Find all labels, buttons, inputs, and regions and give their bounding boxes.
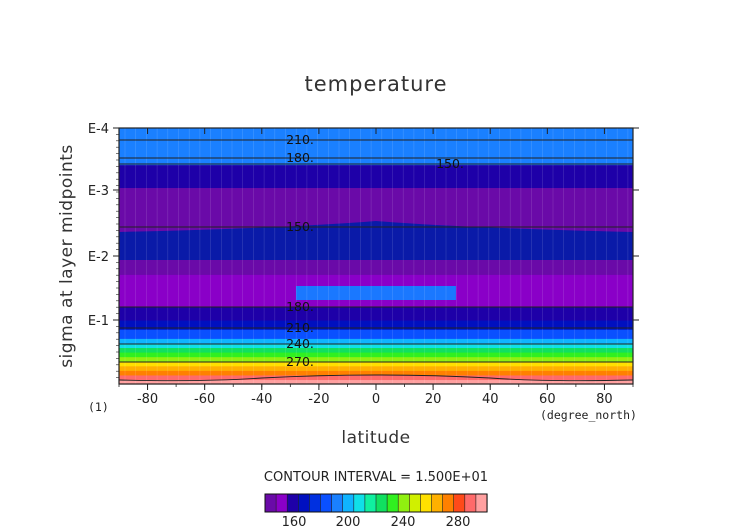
colorbar-swatch	[275, 493, 288, 513]
x-tick-label: -40	[251, 392, 272, 407]
y-tick-label: E-3	[88, 184, 109, 199]
x-tick-label: 40	[482, 392, 499, 407]
colorbar-swatch	[297, 493, 310, 513]
y-tick-label: E-2	[88, 250, 109, 265]
colorbar-tick-label: 280	[446, 515, 471, 530]
heatmap-band	[119, 128, 633, 166]
contour-label: 210.	[286, 320, 314, 335]
heatmap-band	[119, 347, 633, 353]
y-axis-label: sigma at layer midpoints	[57, 144, 77, 368]
x-tick-label: 0	[372, 392, 380, 407]
heatmap-band	[119, 320, 633, 330]
colorbar	[264, 493, 488, 513]
colorbar-swatch	[442, 493, 455, 513]
colorbar-swatch	[475, 493, 488, 513]
x-tick-label: 60	[539, 392, 556, 407]
colorbar-swatch	[375, 493, 388, 513]
heatmap-band	[119, 374, 633, 381]
colorbar-swatch	[264, 493, 277, 513]
x-axis-unit: (degree_north)	[540, 408, 637, 422]
heatmap-feature	[119, 221, 633, 260]
chart-title: temperature	[305, 72, 448, 96]
heatmap-feature	[296, 286, 456, 300]
colorbar-swatch	[331, 493, 344, 513]
x-tick-label: 20	[425, 392, 442, 407]
heatmap-band	[119, 361, 633, 367]
colorbar-swatch	[364, 493, 377, 513]
contour-label: 180.	[286, 299, 314, 314]
heatmap-band	[119, 342, 633, 349]
contour-label: 210.	[286, 132, 314, 147]
heatmap-band	[119, 338, 633, 344]
heatmap-band	[119, 356, 633, 362]
heatmap-band	[119, 370, 633, 376]
contour-label: 150.	[436, 156, 464, 171]
y-axis-multiplier: (1)	[88, 400, 109, 414]
x-tick-label: 80	[596, 392, 613, 407]
colorbar-swatch	[464, 493, 477, 513]
contour-interval-text: CONTOUR INTERVAL = 1.500E+01	[264, 470, 488, 485]
heatmap-band	[119, 379, 633, 385]
colorbar-tick-label: 200	[336, 515, 361, 530]
colorbar-tick-label: 160	[282, 515, 307, 530]
heatmap-band	[119, 329, 633, 339]
colorbar-swatch	[309, 493, 322, 513]
x-tick-label: -60	[194, 392, 215, 407]
heatmap-band	[119, 164, 633, 189]
colorbar-swatch	[342, 493, 355, 513]
contour-line	[118, 374, 634, 382]
colorbar-swatch	[420, 493, 433, 513]
contour-label: 150.	[286, 219, 314, 234]
contour-label: 240.	[286, 336, 314, 351]
contour-label: 270.	[286, 354, 314, 369]
heatmap-band	[119, 365, 633, 371]
colorbar-swatch	[386, 493, 399, 513]
contour-label: 180.	[286, 150, 314, 165]
x-tick-label: -80	[137, 392, 158, 407]
heatmap-band	[119, 306, 633, 321]
colorbar-swatch	[408, 493, 421, 513]
colorbar-swatch	[353, 493, 366, 513]
colorbar-tick-label: 240	[391, 515, 416, 530]
colorbar-swatch	[431, 493, 444, 513]
x-tick-label: -20	[308, 392, 329, 407]
colorbar-swatch	[397, 493, 410, 513]
y-tick-label: E-1	[88, 314, 109, 329]
y-tick-label: E-4	[88, 122, 109, 137]
colorbar-swatch	[453, 493, 466, 513]
colorbar-swatch	[286, 493, 299, 513]
colorbar-swatch	[320, 493, 333, 513]
plot-area: 210.180. 150.150.180.210.240.270.	[118, 128, 634, 385]
heatmap-band	[119, 352, 633, 358]
x-axis-label: latitude	[341, 428, 410, 448]
